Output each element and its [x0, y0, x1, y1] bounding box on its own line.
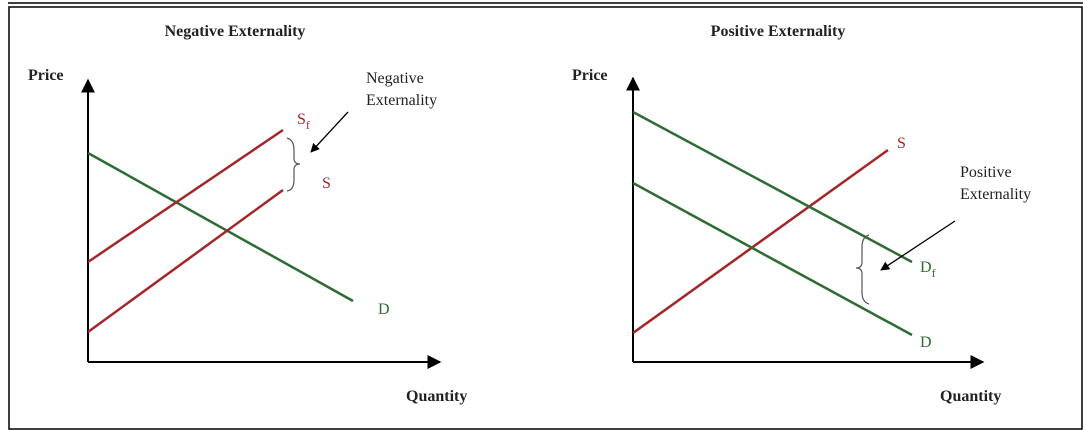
annotation-line: Negative	[366, 70, 424, 87]
annotation-line: Externality	[960, 186, 1031, 203]
arrow	[310, 111, 349, 153]
y-axis-label: Price	[28, 67, 64, 84]
frame	[8, 6, 1083, 430]
curve-label: S	[897, 135, 906, 152]
curve-label-subscript: f	[306, 118, 310, 132]
panel-positive: Positive Externality Price Quantity Posi…	[572, 23, 1031, 405]
panel-title: Positive Externality	[711, 23, 846, 40]
curve-label: Sf	[297, 111, 310, 132]
supply-line	[87, 188, 284, 334]
supply-line	[632, 148, 889, 335]
social-demand-line	[632, 110, 913, 264]
brace	[286, 137, 301, 192]
curve-label: Df	[920, 259, 936, 280]
panel-negative: Negative Externality Price Quantity Nega…	[28, 23, 467, 405]
brace	[855, 234, 870, 305]
y-axis-label: Price	[572, 67, 608, 84]
curve-label: D	[920, 334, 932, 351]
annotation-line: Positive	[960, 164, 1012, 181]
panel-title: Negative Externality	[165, 23, 306, 40]
annotation-line: Externality	[366, 92, 437, 109]
curve-label-main: D	[920, 259, 932, 276]
social-supply-line	[87, 128, 284, 264]
curve-label-main: S	[297, 111, 306, 128]
arrow	[880, 220, 956, 271]
curve-label: S	[322, 175, 331, 192]
x-axis-label: Quantity	[406, 388, 467, 405]
curve-label: D	[378, 301, 390, 318]
demand-line	[632, 181, 913, 337]
curve-label-subscript: f	[932, 266, 936, 280]
x-axis-label: Quantity	[940, 388, 1001, 405]
demand-line	[87, 151, 354, 303]
